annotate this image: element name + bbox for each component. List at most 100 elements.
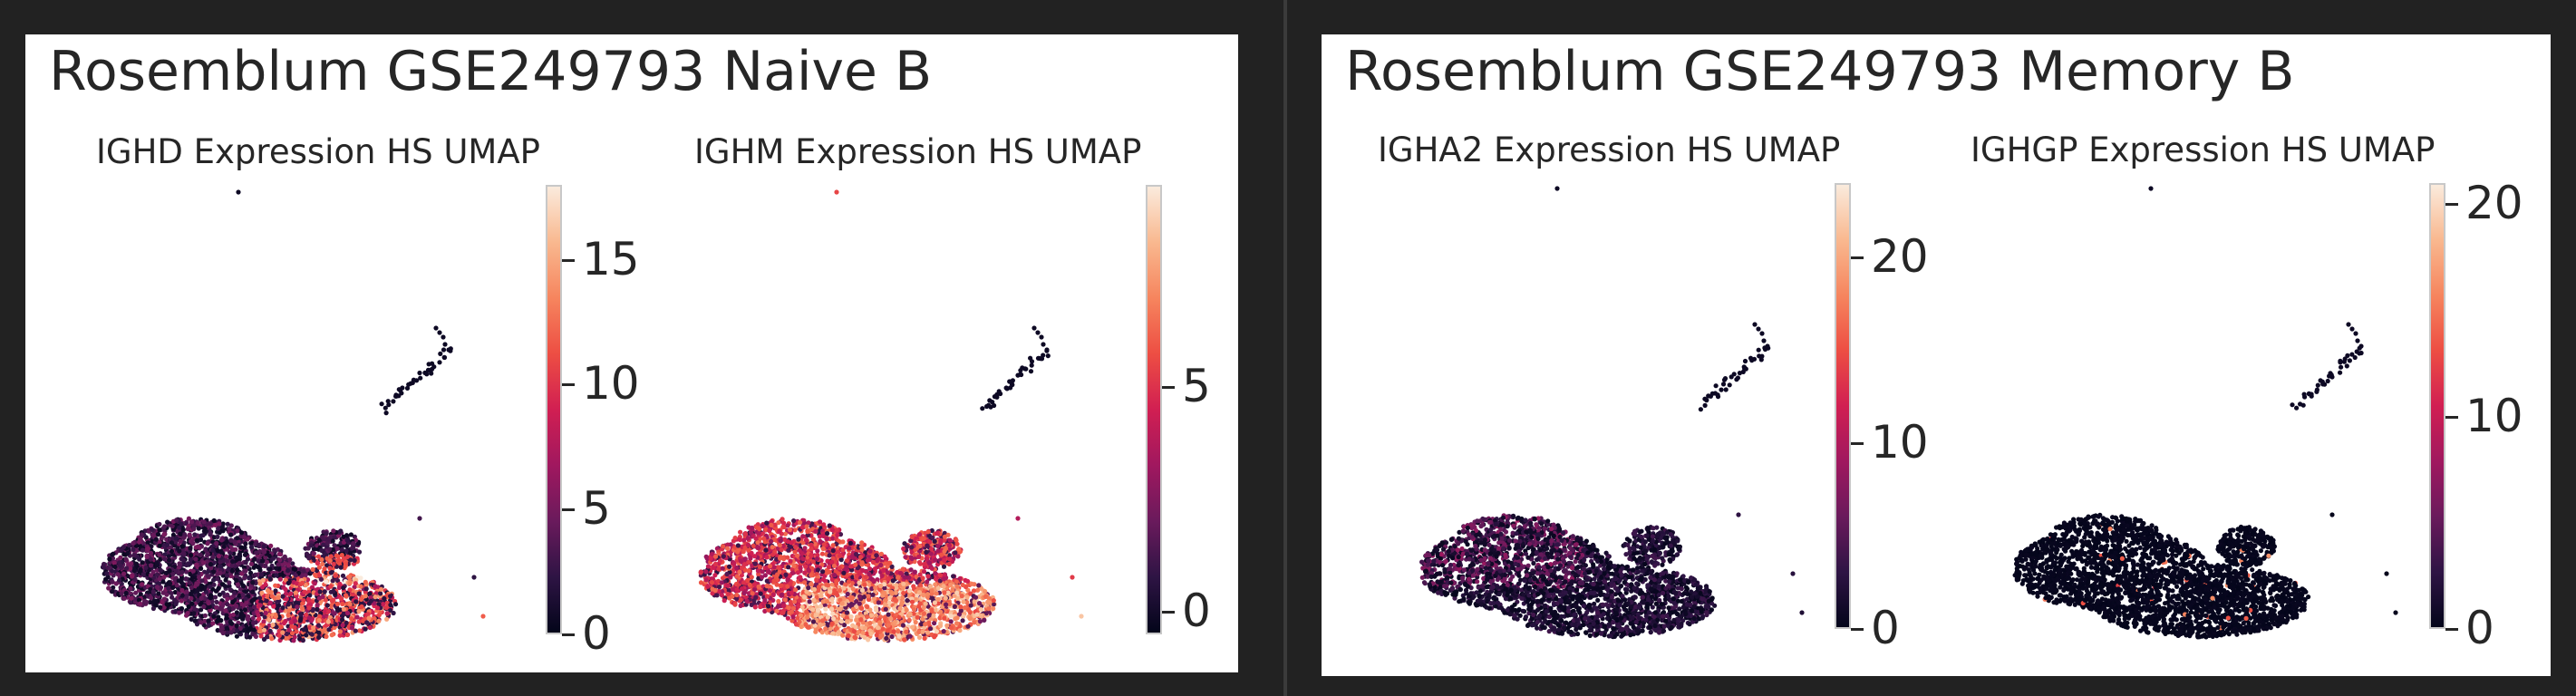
cell-point	[237, 554, 243, 559]
cell-point	[323, 609, 328, 614]
cell-point	[149, 595, 154, 601]
cell-point	[883, 597, 888, 603]
cell-point	[309, 585, 315, 590]
cell-point	[274, 573, 279, 578]
cell-point	[208, 530, 213, 536]
cell-point	[356, 549, 363, 555]
cell-point	[303, 573, 308, 578]
cell-point	[227, 527, 232, 532]
cell-point	[298, 616, 304, 623]
cell-point	[351, 545, 356, 551]
cell-point	[289, 631, 295, 636]
cell-point	[347, 602, 353, 607]
cell-point	[242, 568, 247, 574]
cell-point	[726, 587, 731, 594]
cell-point	[263, 563, 268, 568]
cell-point	[327, 594, 333, 600]
cell-point	[191, 527, 197, 532]
cell-point	[276, 594, 281, 600]
cell-point	[283, 577, 288, 583]
cell-point	[179, 544, 185, 549]
cell-point	[866, 594, 871, 599]
cell-point	[378, 591, 383, 596]
cell-point	[230, 612, 237, 617]
cell-point	[261, 544, 266, 549]
cell-point	[806, 520, 811, 526]
cell-point	[388, 602, 393, 608]
cell-point	[840, 539, 846, 545]
cell-point	[261, 619, 266, 624]
cell-point	[315, 607, 320, 613]
cell-point	[268, 543, 274, 548]
cell-point	[958, 608, 964, 614]
cell-point	[991, 605, 996, 612]
cell-point	[286, 563, 291, 568]
cell-point	[189, 575, 195, 581]
cell-point	[195, 544, 200, 549]
cell-point	[353, 599, 359, 604]
cell-point	[480, 614, 486, 619]
cell-point	[293, 566, 298, 572]
cell-point	[242, 535, 247, 540]
cell-point	[123, 590, 129, 596]
cell-point	[153, 603, 159, 608]
cell-point	[316, 537, 322, 543]
cell-point	[217, 592, 222, 597]
cell-point	[975, 587, 981, 593]
cell-point	[858, 605, 864, 611]
cell-point	[162, 552, 168, 557]
cell-point	[158, 567, 163, 573]
cell-point	[243, 560, 248, 566]
cell-point	[184, 594, 189, 600]
cell-point	[225, 602, 230, 607]
cell-point	[247, 634, 253, 640]
cell-point	[257, 581, 263, 586]
cell-point	[363, 626, 368, 632]
cell-point	[178, 562, 183, 567]
cell-point	[110, 568, 115, 574]
cell-point	[929, 591, 935, 596]
cell-point	[229, 568, 235, 574]
cell-point	[131, 553, 137, 558]
cell-point	[724, 546, 731, 551]
cell-point	[322, 589, 327, 594]
cell-point	[172, 543, 178, 548]
cell-point	[215, 627, 220, 633]
cell-point	[780, 517, 785, 522]
cell-point	[318, 576, 324, 582]
cell-point	[202, 618, 208, 624]
cell-point	[286, 624, 291, 629]
cell-point	[224, 558, 229, 564]
cell-point	[399, 391, 404, 396]
cell-point	[781, 520, 787, 526]
cell-point	[157, 539, 162, 545]
cell-point	[366, 601, 372, 606]
cell-point	[867, 607, 873, 613]
cell-point	[211, 577, 217, 583]
cell-point	[218, 606, 225, 612]
cell-point	[199, 533, 204, 538]
cell-point	[208, 584, 213, 589]
cell-point	[214, 540, 219, 546]
cell-point	[161, 575, 167, 580]
cell-point	[205, 574, 211, 579]
cell-point	[242, 575, 247, 581]
cell-point	[344, 620, 349, 625]
cell-point	[441, 334, 446, 340]
cell-point	[341, 534, 346, 539]
cell-point	[184, 589, 189, 594]
cell-point	[348, 532, 353, 537]
cell-point	[741, 537, 747, 543]
cell-point	[925, 592, 930, 597]
cell-point	[179, 605, 185, 612]
cell-point	[326, 627, 332, 633]
cell-point	[329, 633, 334, 638]
cell-point	[179, 569, 185, 575]
cell-point	[306, 615, 312, 621]
cell-point	[349, 625, 354, 631]
cell-point	[158, 604, 163, 610]
cell-point	[218, 549, 224, 555]
cell-point	[818, 622, 824, 628]
cell-point	[230, 559, 236, 565]
cell-point	[181, 557, 187, 564]
